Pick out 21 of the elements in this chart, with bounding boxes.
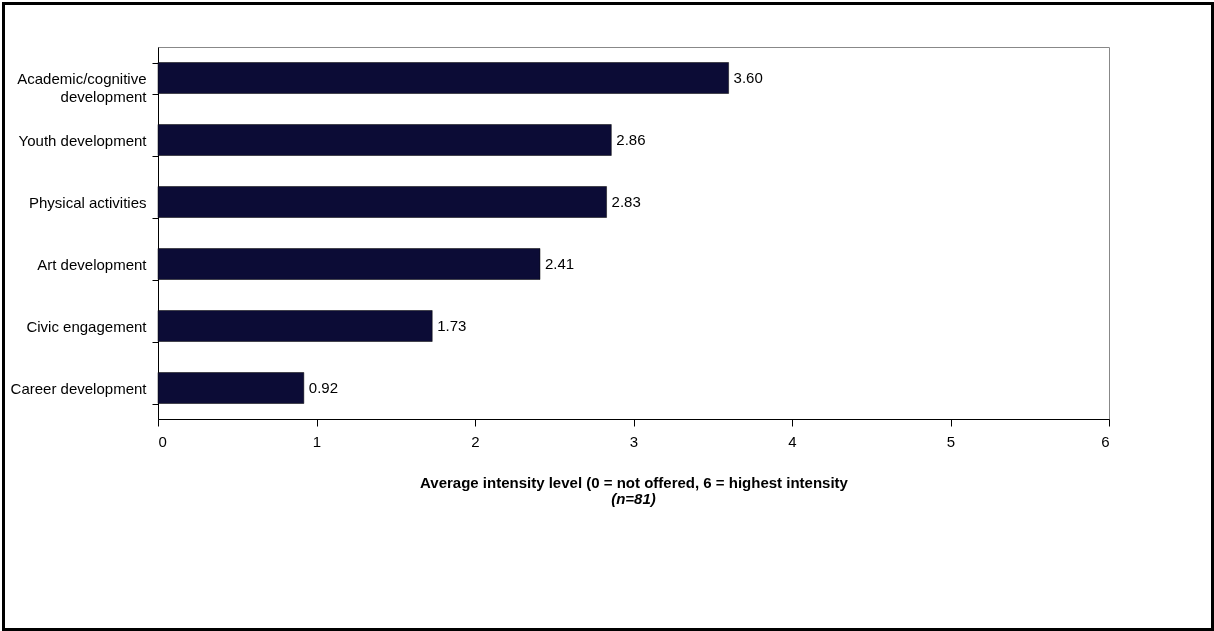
x-tick-label: 0 xyxy=(158,432,167,450)
x-axis-title: Average intensity level (0 = not offered, 6 = highest intensity xyxy=(420,473,849,491)
x-tick-label: 4 xyxy=(788,432,797,450)
y-tick-label: Academic/cognitive development xyxy=(17,69,148,105)
data-label: 1.73 xyxy=(437,317,467,334)
y-tick-label: Career development xyxy=(10,379,148,397)
y-tick-label: Art development xyxy=(37,255,148,273)
data-label: 3.60 xyxy=(733,69,763,86)
data-label: 0.92 xyxy=(308,379,339,396)
data-label: 2.86 xyxy=(616,131,646,148)
y-tick-label: Civic engagement xyxy=(26,317,148,335)
data-label: 2.41 xyxy=(544,255,575,272)
x-tick-label: 3 xyxy=(629,432,639,450)
x-tick-label: 1 xyxy=(312,432,322,450)
x-tick-label: 5 xyxy=(946,432,956,450)
x-tick-label: 2 xyxy=(471,432,480,450)
data-label: 2.83 xyxy=(611,193,641,210)
text: (n=81) xyxy=(611,490,656,507)
y-tick-label: Physical activities xyxy=(28,193,147,211)
x-tick-label: 6 xyxy=(1101,432,1110,450)
y-tick-label: Youth development xyxy=(18,131,148,149)
